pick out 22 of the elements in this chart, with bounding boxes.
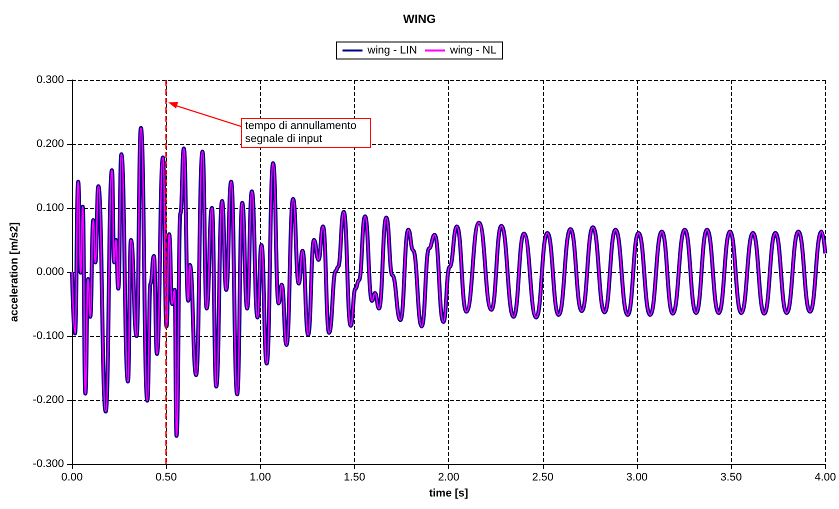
y-tick-label: 0.300 [36, 74, 64, 86]
chart-title: WING [403, 12, 436, 26]
x-tick-label: 2.00 [438, 472, 460, 484]
x-tick-label: 3.50 [720, 472, 742, 484]
annotation: tempo di annullamento segnale di input [241, 118, 372, 148]
y-tick-label: -0.100 [32, 330, 64, 342]
y-tick-label: 0.200 [36, 138, 64, 150]
y-tick-label: -0.200 [32, 394, 64, 406]
legend-label: wing - NL [449, 44, 496, 56]
y-tick-label: 0.100 [36, 202, 64, 214]
y-tick-label: -0.300 [32, 458, 64, 470]
x-tick-label: 1.50 [344, 472, 366, 484]
legend-label: wing - LIN [366, 44, 418, 56]
x-tick-label: 4.00 [814, 472, 836, 484]
y-axis-title: acceleration [m/s2] [8, 222, 20, 322]
x-axis-title: time [s] [429, 487, 469, 500]
y-tick-label: 0.000 [36, 266, 64, 278]
x-tick-label: 1.00 [250, 472, 272, 484]
x-tick-label: 2.50 [532, 472, 554, 484]
x-tick-label: 0.00 [61, 472, 83, 484]
x-tick-label: 0.50 [155, 472, 177, 484]
x-tick-label: 3.00 [626, 472, 648, 484]
